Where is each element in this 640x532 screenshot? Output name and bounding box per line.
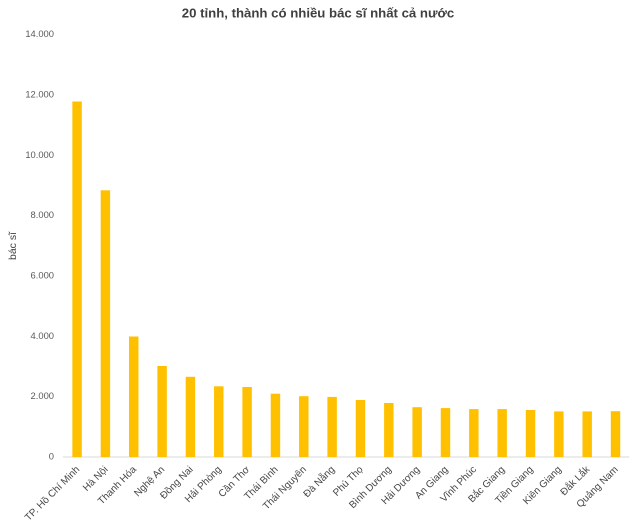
svg-text:4.000: 4.000 — [31, 330, 54, 341]
svg-text:6.000: 6.000 — [31, 270, 54, 281]
svg-text:bác sĩ: bác sĩ — [7, 231, 19, 260]
svg-text:8.000: 8.000 — [31, 209, 54, 220]
svg-text:2.000: 2.000 — [31, 390, 54, 401]
svg-text:12.000: 12.000 — [25, 89, 54, 100]
svg-text:14.000: 14.000 — [25, 28, 54, 39]
svg-text:0: 0 — [49, 451, 54, 462]
svg-text:20 tỉnh, thành có nhiều bác sĩ: 20 tỉnh, thành có nhiều bác sĩ nhất cả n… — [182, 5, 454, 20]
svg-text:10.000: 10.000 — [25, 149, 54, 160]
